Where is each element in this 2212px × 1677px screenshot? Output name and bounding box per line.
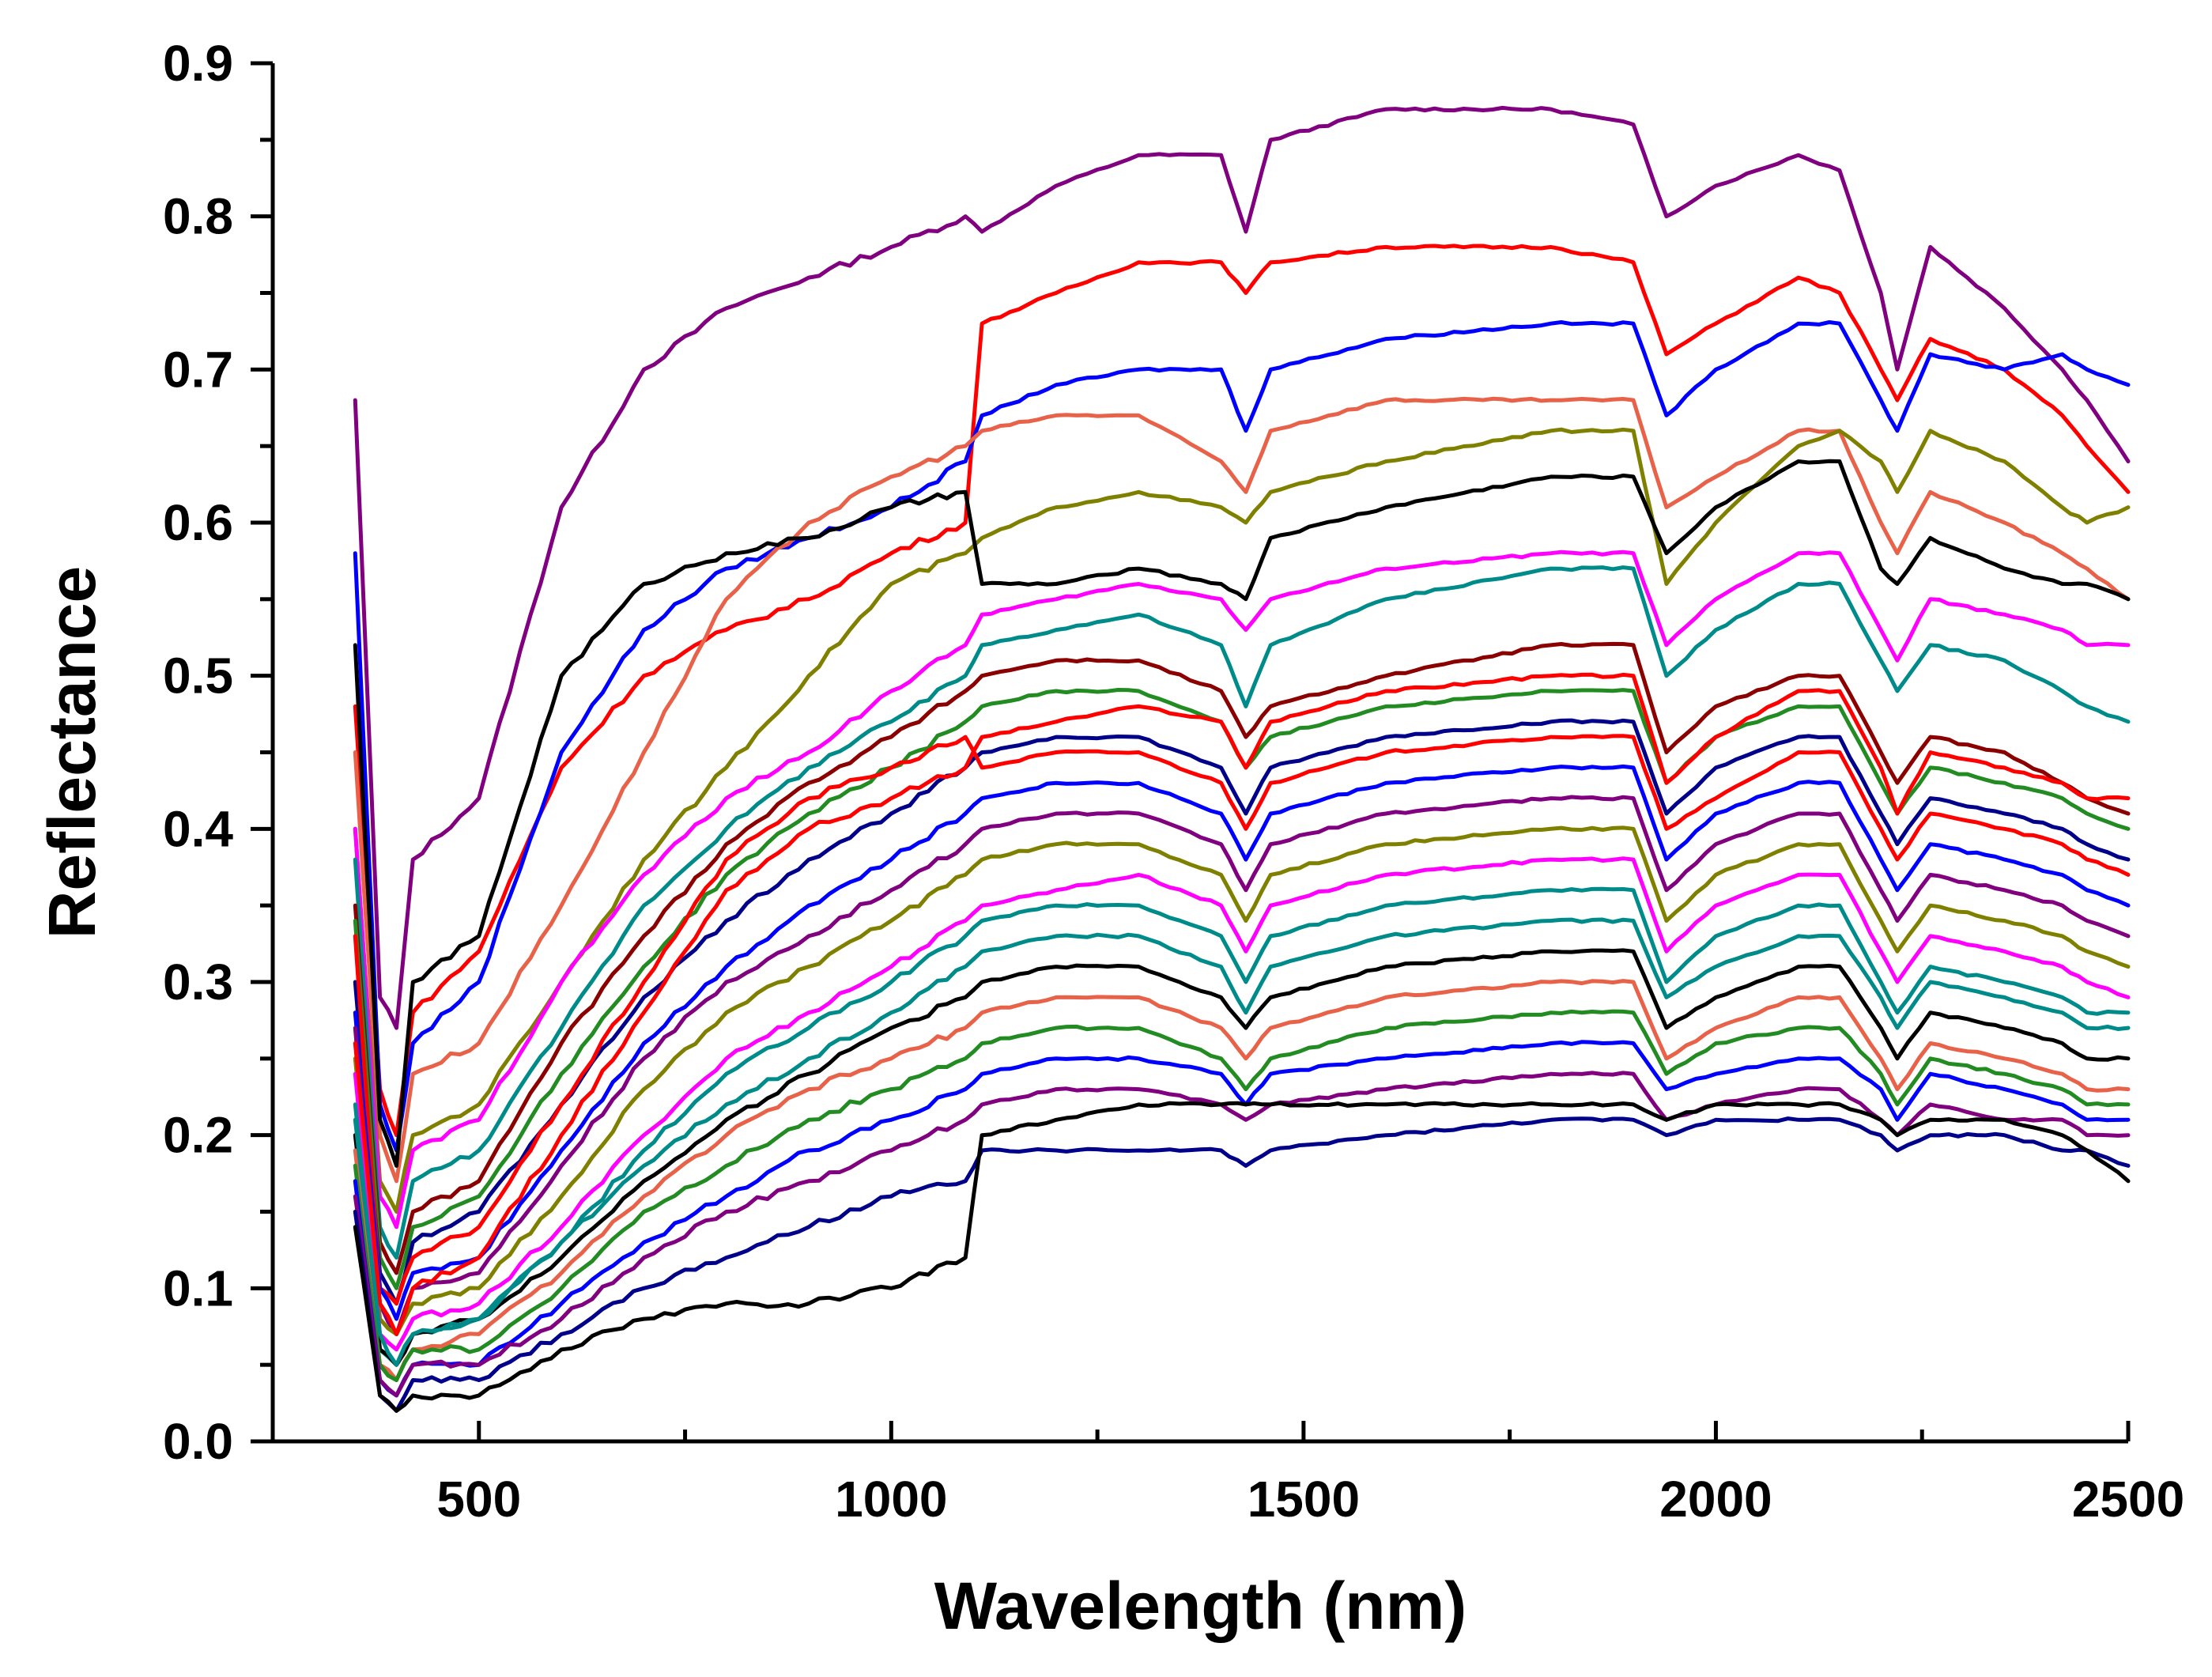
- spectrum-line-s12: [353, 734, 2131, 1306]
- series-layer: [353, 105, 2131, 1413]
- y-tick-label: 0.7: [163, 341, 233, 398]
- y-tick-label: 0.2: [163, 1107, 233, 1164]
- x-tick-label: 500: [436, 1471, 521, 1528]
- spectrum-line-s16: [353, 856, 2131, 1352]
- spectrum-line-s20: [353, 1009, 2131, 1382]
- spectrum-line-s7: [353, 550, 2131, 1229]
- spectrum-line-s15: [353, 825, 2131, 1336]
- spectrum-line-s19: [353, 979, 2131, 1382]
- x-tick-label: 2000: [1659, 1471, 1772, 1528]
- spectrum-line-s26: [353, 886, 2131, 1367]
- spectrum-line-s21: [353, 1040, 2131, 1398]
- spectrum-line-s9: [353, 641, 2131, 1275]
- spectrum-line-s13: [353, 764, 2131, 1321]
- spectrum-line-s25: [353, 672, 2131, 1336]
- spectrum-line-s23: [353, 1116, 2131, 1413]
- spectrum-line-s1: [353, 105, 2131, 1030]
- y-tick-label: 0.3: [163, 954, 233, 1010]
- y-tick-label: 0.8: [163, 188, 233, 245]
- spectrum-line-s5: [353, 427, 2131, 1214]
- spectrum-line-s22: [353, 1071, 2131, 1398]
- spectrum-line-s24: [353, 1101, 2131, 1413]
- spectrum-line-s2: [353, 244, 2131, 1138]
- x-tick-label: 2500: [2072, 1471, 2184, 1528]
- y-tick-label: 0.0: [163, 1413, 233, 1470]
- y-axis-title: Reflectance: [35, 566, 109, 939]
- axes-layer: [270, 63, 2128, 1444]
- spectrum-line-s14: [353, 795, 2131, 1336]
- y-tick-label: 0.1: [163, 1260, 233, 1316]
- y-tick-label: 0.6: [163, 494, 233, 551]
- y-tick-label: 0.5: [163, 648, 233, 704]
- ticks-layer: 0.0 0.1 0.2 0.3 0.4 0.5 0.6 0.7 0.8 0.9 500 1000 150…: [163, 35, 2184, 1528]
- spectrum-line-s17: [353, 917, 2131, 1367]
- y-tick-label: 0.9: [163, 35, 233, 92]
- spectrum-line-s3: [353, 320, 2131, 1153]
- x-axis-title: Wavelength (nm): [934, 1569, 1467, 1643]
- spectrum-line-s8: [353, 565, 2131, 1260]
- y-tick-label: 0.4: [163, 800, 233, 857]
- spectrum-line-s6: [353, 459, 2131, 1168]
- spectrum-line-s11: [353, 718, 2131, 1306]
- x-tick-label: 1500: [1248, 1471, 1360, 1528]
- spectrum-line-s18: [353, 948, 2131, 1367]
- x-tick-label: 1000: [835, 1471, 947, 1528]
